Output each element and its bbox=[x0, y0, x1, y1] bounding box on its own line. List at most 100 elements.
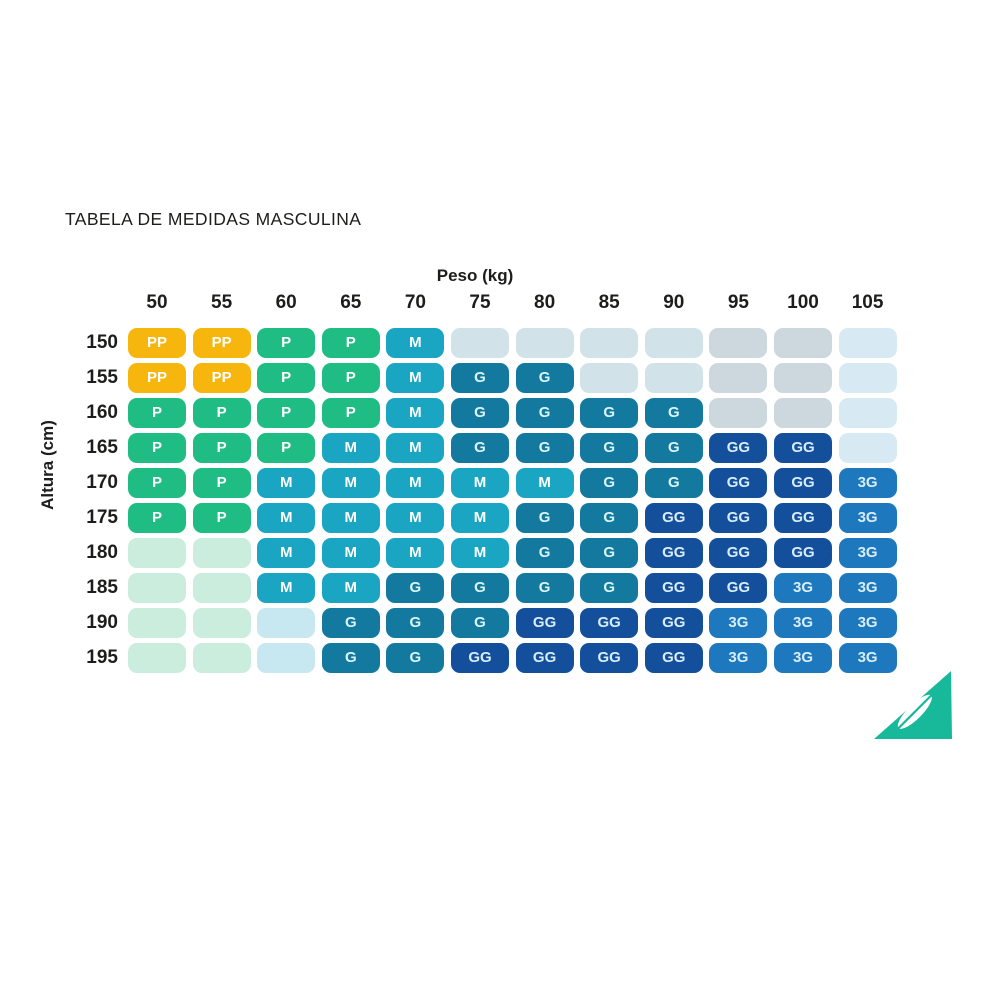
empty-cell bbox=[709, 328, 768, 358]
size-cell: GG bbox=[515, 643, 574, 673]
size-cell: G bbox=[515, 573, 574, 603]
empty-cell bbox=[774, 398, 832, 428]
size-cell: P bbox=[192, 398, 251, 428]
empty-cell bbox=[128, 643, 186, 673]
size-cell: M bbox=[515, 468, 574, 498]
size-cell: P bbox=[192, 468, 251, 498]
size-cell: M bbox=[386, 538, 445, 568]
size-cell: 3G bbox=[838, 503, 897, 533]
empty-cell bbox=[192, 608, 251, 638]
size-cell: M bbox=[386, 503, 445, 533]
size-cell: GG bbox=[709, 468, 768, 498]
size-cell: M bbox=[321, 468, 380, 498]
size-cell: GG bbox=[580, 643, 639, 673]
size-cell: 3G bbox=[838, 643, 897, 673]
size-cell: GG bbox=[644, 538, 703, 568]
triangle-feather-logo-icon bbox=[874, 671, 952, 739]
empty-cell bbox=[838, 398, 897, 428]
size-cell: P bbox=[257, 363, 316, 393]
size-cell: 3G bbox=[838, 608, 897, 638]
size-cell: M bbox=[321, 433, 380, 463]
size-cell: M bbox=[386, 433, 445, 463]
size-cell: G bbox=[580, 433, 639, 463]
size-cell: GG bbox=[709, 503, 768, 533]
weight-col-header: 65 bbox=[340, 292, 362, 313]
size-cell: G bbox=[580, 398, 639, 428]
x-axis-label-peso: Peso (kg) bbox=[436, 266, 514, 285]
weight-col-header: 70 bbox=[404, 292, 426, 313]
size-cell: GG bbox=[774, 468, 832, 498]
y-axis-label-altura: Altura (cm) bbox=[38, 420, 57, 510]
size-cell: GG bbox=[644, 608, 703, 638]
empty-cell bbox=[644, 328, 703, 358]
weight-col-header: 85 bbox=[598, 292, 620, 313]
size-cell: PP bbox=[192, 328, 251, 358]
empty-cell bbox=[451, 328, 509, 358]
size-cell: P bbox=[192, 433, 251, 463]
empty-cell bbox=[192, 643, 251, 673]
size-cell: 3G bbox=[774, 608, 832, 638]
empty-cell bbox=[515, 328, 574, 358]
size-cell: G bbox=[386, 608, 445, 638]
size-cell: GG bbox=[709, 573, 768, 603]
weight-col-header: 60 bbox=[275, 292, 297, 313]
size-cell: GG bbox=[644, 573, 703, 603]
size-cell: PP bbox=[128, 363, 186, 393]
height-row-header: 180 bbox=[86, 542, 118, 563]
size-cell: GG bbox=[774, 538, 832, 568]
page-title: TABELA DE MEDIDAS MASCULINA bbox=[65, 209, 362, 229]
size-cell: G bbox=[580, 503, 639, 533]
height-row-header: 160 bbox=[86, 402, 118, 423]
size-cell: M bbox=[321, 573, 380, 603]
empty-cell bbox=[774, 363, 832, 393]
height-row-header: 190 bbox=[86, 612, 118, 633]
size-cell: G bbox=[644, 433, 703, 463]
weight-col-header: 90 bbox=[663, 292, 685, 313]
size-cell: GG bbox=[644, 643, 703, 673]
height-row-header: 175 bbox=[86, 507, 118, 528]
empty-cell bbox=[192, 573, 251, 603]
empty-cell bbox=[838, 328, 897, 358]
size-cell: M bbox=[321, 538, 380, 568]
size-cell: G bbox=[451, 433, 509, 463]
empty-cell bbox=[644, 363, 703, 393]
size-cell: G bbox=[451, 398, 509, 428]
height-row-header: 155 bbox=[86, 367, 118, 388]
size-cell: GG bbox=[774, 433, 832, 463]
weight-col-header: 55 bbox=[211, 292, 233, 313]
size-cell: 3G bbox=[709, 643, 768, 673]
size-cell: 3G bbox=[838, 468, 897, 498]
size-cell: M bbox=[451, 503, 509, 533]
size-cell: P bbox=[257, 433, 316, 463]
size-cell: G bbox=[451, 573, 509, 603]
size-cell: GG bbox=[644, 503, 703, 533]
size-cell: P bbox=[128, 433, 186, 463]
size-cell: G bbox=[451, 363, 509, 393]
size-cell: GG bbox=[580, 608, 639, 638]
size-cell: G bbox=[321, 643, 380, 673]
size-cell: PP bbox=[128, 328, 186, 358]
height-row-header: 150 bbox=[86, 332, 118, 353]
size-cell: PP bbox=[192, 363, 251, 393]
size-cell: P bbox=[128, 398, 186, 428]
empty-cell bbox=[838, 363, 897, 393]
size-cell: M bbox=[386, 468, 445, 498]
size-cell: P bbox=[321, 363, 380, 393]
size-cell: M bbox=[257, 573, 316, 603]
size-cell: 3G bbox=[838, 538, 897, 568]
empty-cell bbox=[257, 643, 316, 673]
size-cell: P bbox=[128, 468, 186, 498]
size-cell: P bbox=[257, 398, 316, 428]
size-cell: G bbox=[580, 538, 639, 568]
size-cell: M bbox=[257, 538, 316, 568]
empty-cell bbox=[128, 573, 186, 603]
size-cell: G bbox=[386, 573, 445, 603]
size-cell: G bbox=[451, 608, 509, 638]
size-cell: P bbox=[321, 328, 380, 358]
weight-col-header: 95 bbox=[727, 292, 749, 313]
size-cell: M bbox=[321, 503, 380, 533]
size-cell: G bbox=[644, 398, 703, 428]
size-cell: P bbox=[128, 503, 186, 533]
size-cell: M bbox=[257, 503, 316, 533]
